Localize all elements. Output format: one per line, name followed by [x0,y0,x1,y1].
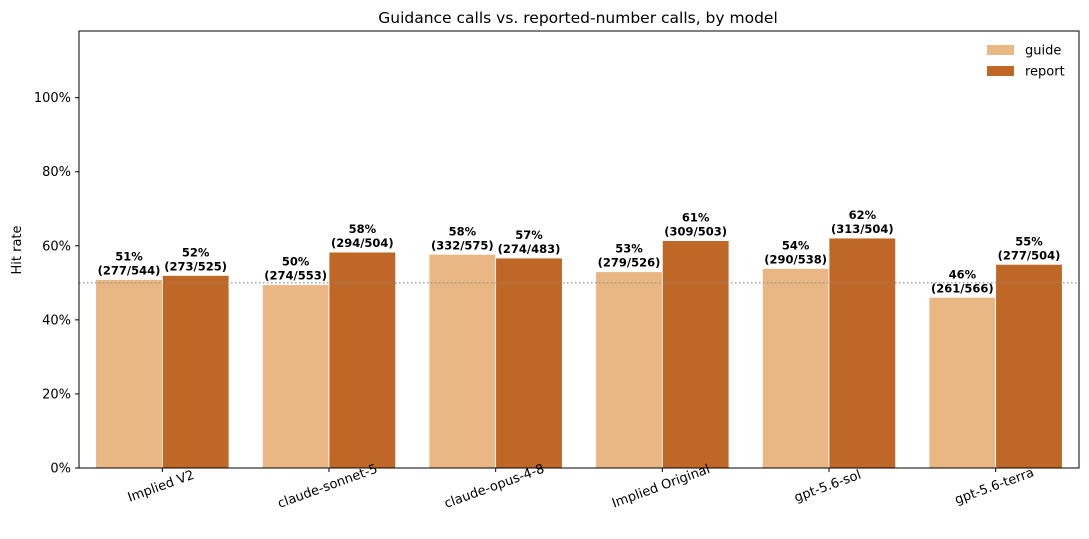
y-axis-label: Hit rate [10,225,25,274]
plot-area: 51%(277/544)52%(273/525)Implied V250%(27… [34,30,1080,512]
data-label-count: (261/566) [931,281,994,295]
data-label-count: (279/526) [598,256,661,270]
x-tick-label: claude-opus-4-8 [442,462,546,512]
data-label-pct: 61% [682,211,710,225]
data-label-pct: 55% [1015,234,1043,248]
legend-label-report: report [1025,65,1065,80]
data-label-count: (274/553) [264,269,327,283]
x-tick-label: claude-sonnet-5 [276,462,380,512]
legend: guide report [987,44,1065,80]
data-label-pct: 51% [115,250,143,264]
data-label-pct: 62% [849,208,877,222]
data-label-pct: 58% [349,222,377,236]
bar-report [495,257,563,469]
y-tick-label: 40% [42,313,71,328]
data-label-count: (277/544) [98,264,161,278]
legend-swatch-guide [987,45,1014,55]
y-tick-label: 60% [42,239,71,254]
data-label-count: (290/538) [764,252,827,266]
legend-label-guide: guide [1025,44,1061,59]
bar-guide [595,271,663,469]
data-label-count: (274/483) [498,242,561,256]
y-tick-label: 80% [42,165,71,180]
data-label-count: (273/525) [164,259,227,273]
data-label-pct: 57% [515,228,543,242]
data-label-pct: 58% [449,224,477,238]
bar-report [328,251,397,469]
data-label-count: (294/504) [331,236,394,250]
axes-frame [78,30,1080,469]
x-tick-label: Implied V2 [126,468,196,506]
bar-report [828,237,897,469]
data-label-pct: 54% [782,238,810,252]
data-label-pct: 53% [615,242,643,256]
x-tick-label: gpt-5.6-terra [953,465,1036,508]
bar-guide [761,267,830,469]
y-tick-label: 100% [34,91,71,106]
bar-guide [428,253,497,469]
bar-report [161,275,230,469]
chart-title: Guidance calls vs. reported-number calls… [378,9,778,27]
data-label-count: (309/503) [664,225,727,239]
bar-guide [261,284,330,469]
y-tick-label: 0% [50,462,71,477]
bar-report [661,240,730,469]
y-tick-label: 20% [42,387,71,402]
bar-report [995,263,1063,469]
bar-guide [95,279,163,469]
data-label-pct: 50% [282,255,310,269]
data-label-pct: 52% [182,245,210,259]
legend-swatch-report [987,66,1014,76]
x-tick-label: Implied Original [610,462,712,511]
bar-guide [928,296,997,469]
data-label-count: (313/504) [831,222,894,236]
data-label-count: (332/575) [431,238,494,252]
data-label-pct: 46% [949,267,977,281]
data-label-count: (277/504) [998,248,1061,262]
x-tick-label: gpt-5.6-sol [792,468,863,506]
